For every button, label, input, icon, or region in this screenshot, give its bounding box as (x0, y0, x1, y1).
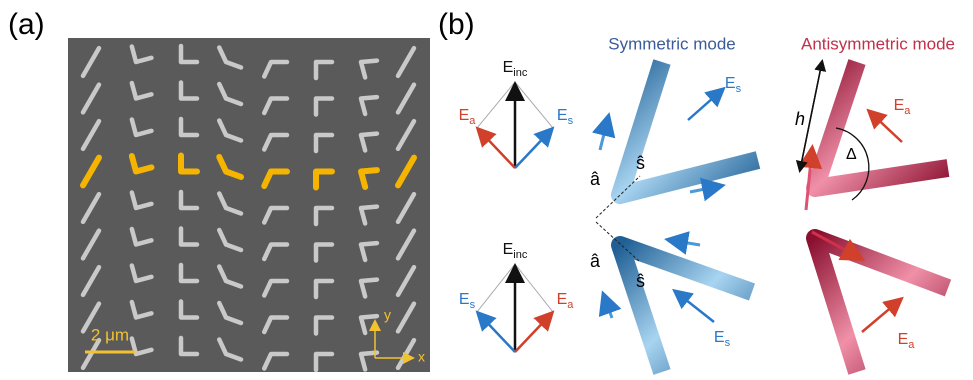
arrow (870, 112, 902, 142)
field-label: Es (714, 329, 731, 349)
unit-vector: ŝ (636, 153, 645, 173)
symbol: E (503, 59, 514, 76)
axis-x-label: x (418, 349, 425, 365)
panel-label: (a) (8, 8, 45, 41)
subscript: a (904, 105, 911, 117)
v-antenna (815, 62, 948, 188)
title: Antisymmetric mode (801, 34, 955, 53)
scale-label: 2 μm (91, 325, 129, 344)
arrow (600, 118, 608, 150)
arrow (515, 314, 551, 352)
subscript: s (568, 115, 574, 127)
symbol: E (898, 331, 909, 348)
field-label: Es (557, 107, 574, 127)
field-label: Ea (898, 331, 916, 351)
unit-vector: ŝ (636, 271, 645, 291)
symbol: E (557, 107, 568, 124)
field-label: Ea (894, 97, 912, 117)
h-label: h (795, 109, 805, 129)
field-label: Ea (557, 291, 575, 311)
v-antenna (620, 245, 752, 372)
arrow (862, 300, 900, 332)
subscript: inc (513, 249, 528, 261)
field-label: Es (459, 291, 476, 311)
arrow (479, 314, 515, 352)
subscript: s (470, 299, 476, 311)
subscript: a (469, 115, 476, 127)
subscript: s (736, 83, 742, 95)
title: Symmetric mode (608, 34, 736, 53)
symbol: E (557, 291, 568, 308)
subscript: a (567, 299, 574, 311)
unit-vector: â (590, 169, 601, 189)
symbol: E (503, 241, 514, 258)
delta-label: Δ (846, 146, 857, 163)
symbol: E (459, 291, 470, 308)
arrow (515, 130, 551, 168)
subscript: s (725, 337, 731, 349)
panel-label: (b) (438, 8, 475, 41)
field-label: Einc (503, 241, 528, 261)
arrow (676, 292, 714, 322)
field-label: Es (725, 75, 742, 95)
unit-vector: â (590, 251, 601, 271)
figure: 2 μm y x (a) (b) Symmetric mode Antisymmetric … (0, 0, 973, 380)
field-label: Einc (503, 59, 528, 79)
arrow (604, 296, 612, 318)
symbol: E (725, 75, 736, 92)
symbol: E (894, 97, 905, 114)
axis-y-label: y (384, 307, 391, 323)
symbol: E (714, 329, 725, 346)
arrow (688, 90, 722, 120)
subscript: a (908, 339, 915, 351)
field-label: Ea (459, 107, 477, 127)
arrow (690, 186, 720, 192)
subscript: inc (513, 67, 528, 79)
arrow (479, 130, 515, 168)
arrow (670, 240, 700, 245)
v-antenna (815, 238, 948, 372)
symbol: E (459, 107, 470, 124)
